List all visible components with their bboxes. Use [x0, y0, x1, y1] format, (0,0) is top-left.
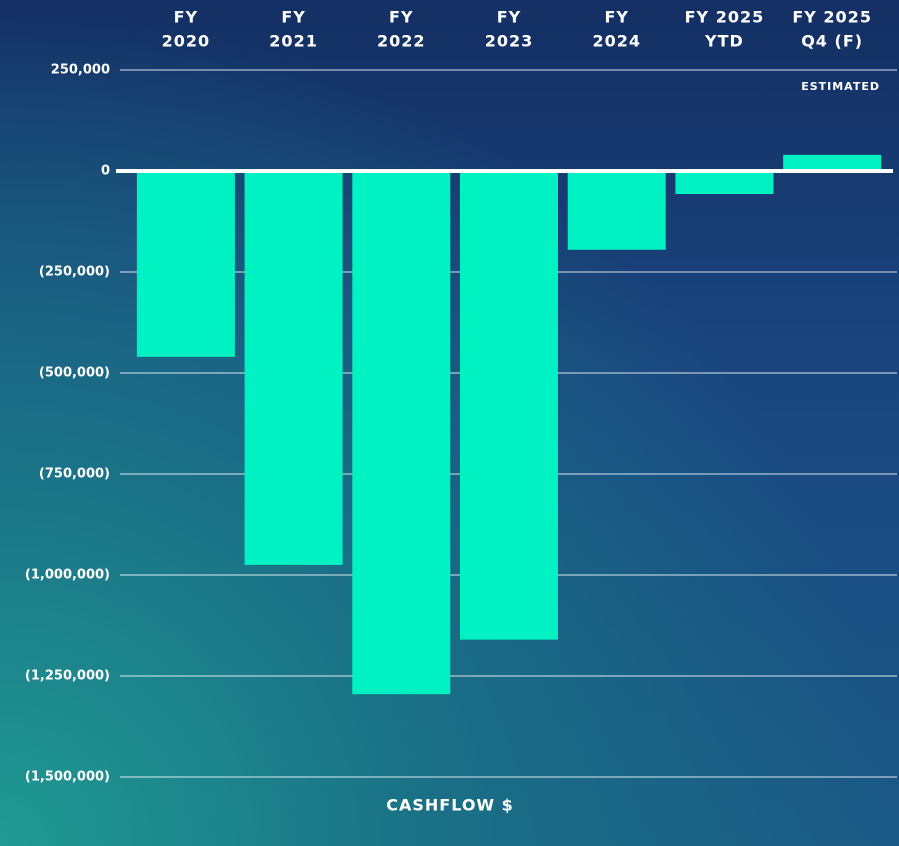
x-tick-label: FY 2025 — [685, 8, 765, 27]
annotation: ESTIMATED — [801, 80, 880, 93]
bar — [460, 171, 558, 640]
bar — [568, 171, 666, 250]
bar — [783, 155, 881, 171]
y-tick-label: 0 — [101, 164, 110, 179]
chart-background: ESTIMATED CASHFLOW $ 250,000 0 (250,000) (5… — [0, 0, 899, 846]
y-tick-label: (1,250,000) — [25, 669, 110, 684]
x-tick-label: FY — [604, 8, 629, 27]
x-tick-label: 2020 — [162, 32, 211, 51]
y-tick-label: (1,000,000) — [25, 568, 110, 583]
y-tick-label: 250,000 — [51, 63, 110, 78]
y-tick-label: (1,500,000) — [25, 770, 110, 785]
x-tick-label: YTD — [704, 32, 744, 51]
x-tick-label: FY — [389, 8, 414, 27]
x-tick-label: Q4 (F) — [801, 32, 863, 51]
y-tick-label: (500,000) — [39, 366, 110, 381]
x-tick-label: FY — [497, 8, 522, 27]
x-tick-label: FY — [281, 8, 306, 27]
x-tick-label: FY — [174, 8, 199, 27]
bar — [352, 171, 450, 694]
y-tick-label: (750,000) — [39, 467, 110, 482]
x-tick-label: 2024 — [592, 32, 641, 51]
x-tick-label: 2021 — [269, 32, 318, 51]
x-axis-label: CASHFLOW $ — [386, 796, 514, 815]
x-tick-label: 2023 — [485, 32, 534, 51]
bar — [245, 171, 343, 565]
x-tick-label: 2022 — [377, 32, 426, 51]
bar — [675, 171, 773, 194]
chart: ESTIMATED CASHFLOW $ 250,000 0 (250,000) (5… — [0, 0, 899, 846]
bar — [137, 171, 235, 357]
x-tick-label: FY 2025 — [792, 8, 872, 27]
y-tick-label: (250,000) — [39, 265, 110, 280]
